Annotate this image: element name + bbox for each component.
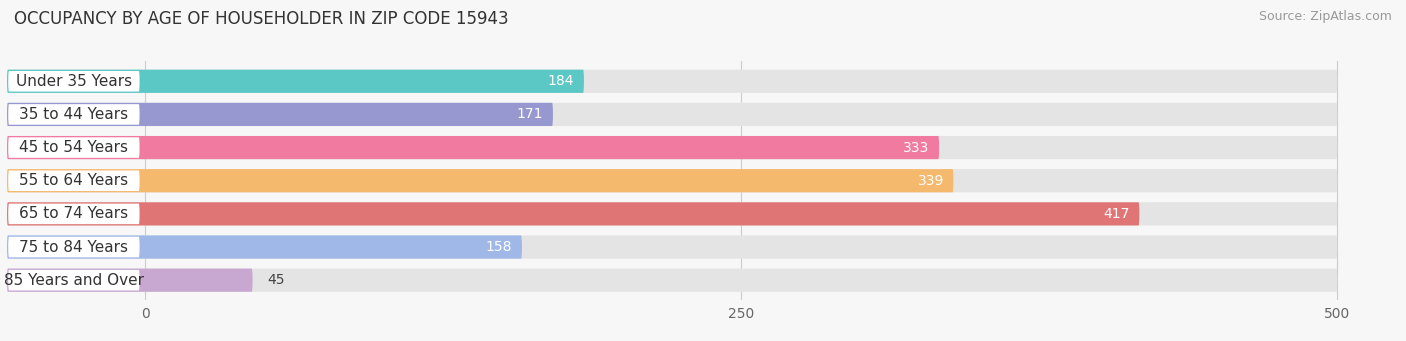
Text: Under 35 Years: Under 35 Years xyxy=(15,74,132,89)
Text: Source: ZipAtlas.com: Source: ZipAtlas.com xyxy=(1258,10,1392,23)
Text: 339: 339 xyxy=(918,174,943,188)
FancyBboxPatch shape xyxy=(7,70,1337,93)
FancyBboxPatch shape xyxy=(7,269,1337,292)
FancyBboxPatch shape xyxy=(7,70,583,93)
Text: 333: 333 xyxy=(903,140,929,154)
FancyBboxPatch shape xyxy=(8,137,139,158)
FancyBboxPatch shape xyxy=(7,169,1337,192)
Text: 45 to 54 Years: 45 to 54 Years xyxy=(20,140,128,155)
FancyBboxPatch shape xyxy=(7,103,553,126)
Text: 417: 417 xyxy=(1104,207,1130,221)
Text: 35 to 44 Years: 35 to 44 Years xyxy=(20,107,128,122)
FancyBboxPatch shape xyxy=(7,169,953,192)
Text: 85 Years and Over: 85 Years and Over xyxy=(4,273,143,288)
Text: 65 to 74 Years: 65 to 74 Years xyxy=(20,206,128,221)
FancyBboxPatch shape xyxy=(8,104,139,125)
FancyBboxPatch shape xyxy=(8,204,139,224)
FancyBboxPatch shape xyxy=(8,237,139,257)
FancyBboxPatch shape xyxy=(7,136,1337,159)
FancyBboxPatch shape xyxy=(7,202,1337,225)
Text: 184: 184 xyxy=(548,74,575,88)
FancyBboxPatch shape xyxy=(7,136,939,159)
FancyBboxPatch shape xyxy=(7,103,1337,126)
Text: 171: 171 xyxy=(517,107,543,121)
FancyBboxPatch shape xyxy=(8,170,139,191)
FancyBboxPatch shape xyxy=(8,270,139,291)
Text: OCCUPANCY BY AGE OF HOUSEHOLDER IN ZIP CODE 15943: OCCUPANCY BY AGE OF HOUSEHOLDER IN ZIP C… xyxy=(14,10,509,28)
FancyBboxPatch shape xyxy=(7,202,1139,225)
FancyBboxPatch shape xyxy=(7,269,253,292)
Text: 45: 45 xyxy=(267,273,284,287)
FancyBboxPatch shape xyxy=(7,235,522,258)
Text: 55 to 64 Years: 55 to 64 Years xyxy=(20,173,128,188)
Text: 158: 158 xyxy=(486,240,512,254)
FancyBboxPatch shape xyxy=(7,235,1337,258)
Text: 75 to 84 Years: 75 to 84 Years xyxy=(20,239,128,254)
FancyBboxPatch shape xyxy=(8,71,139,91)
